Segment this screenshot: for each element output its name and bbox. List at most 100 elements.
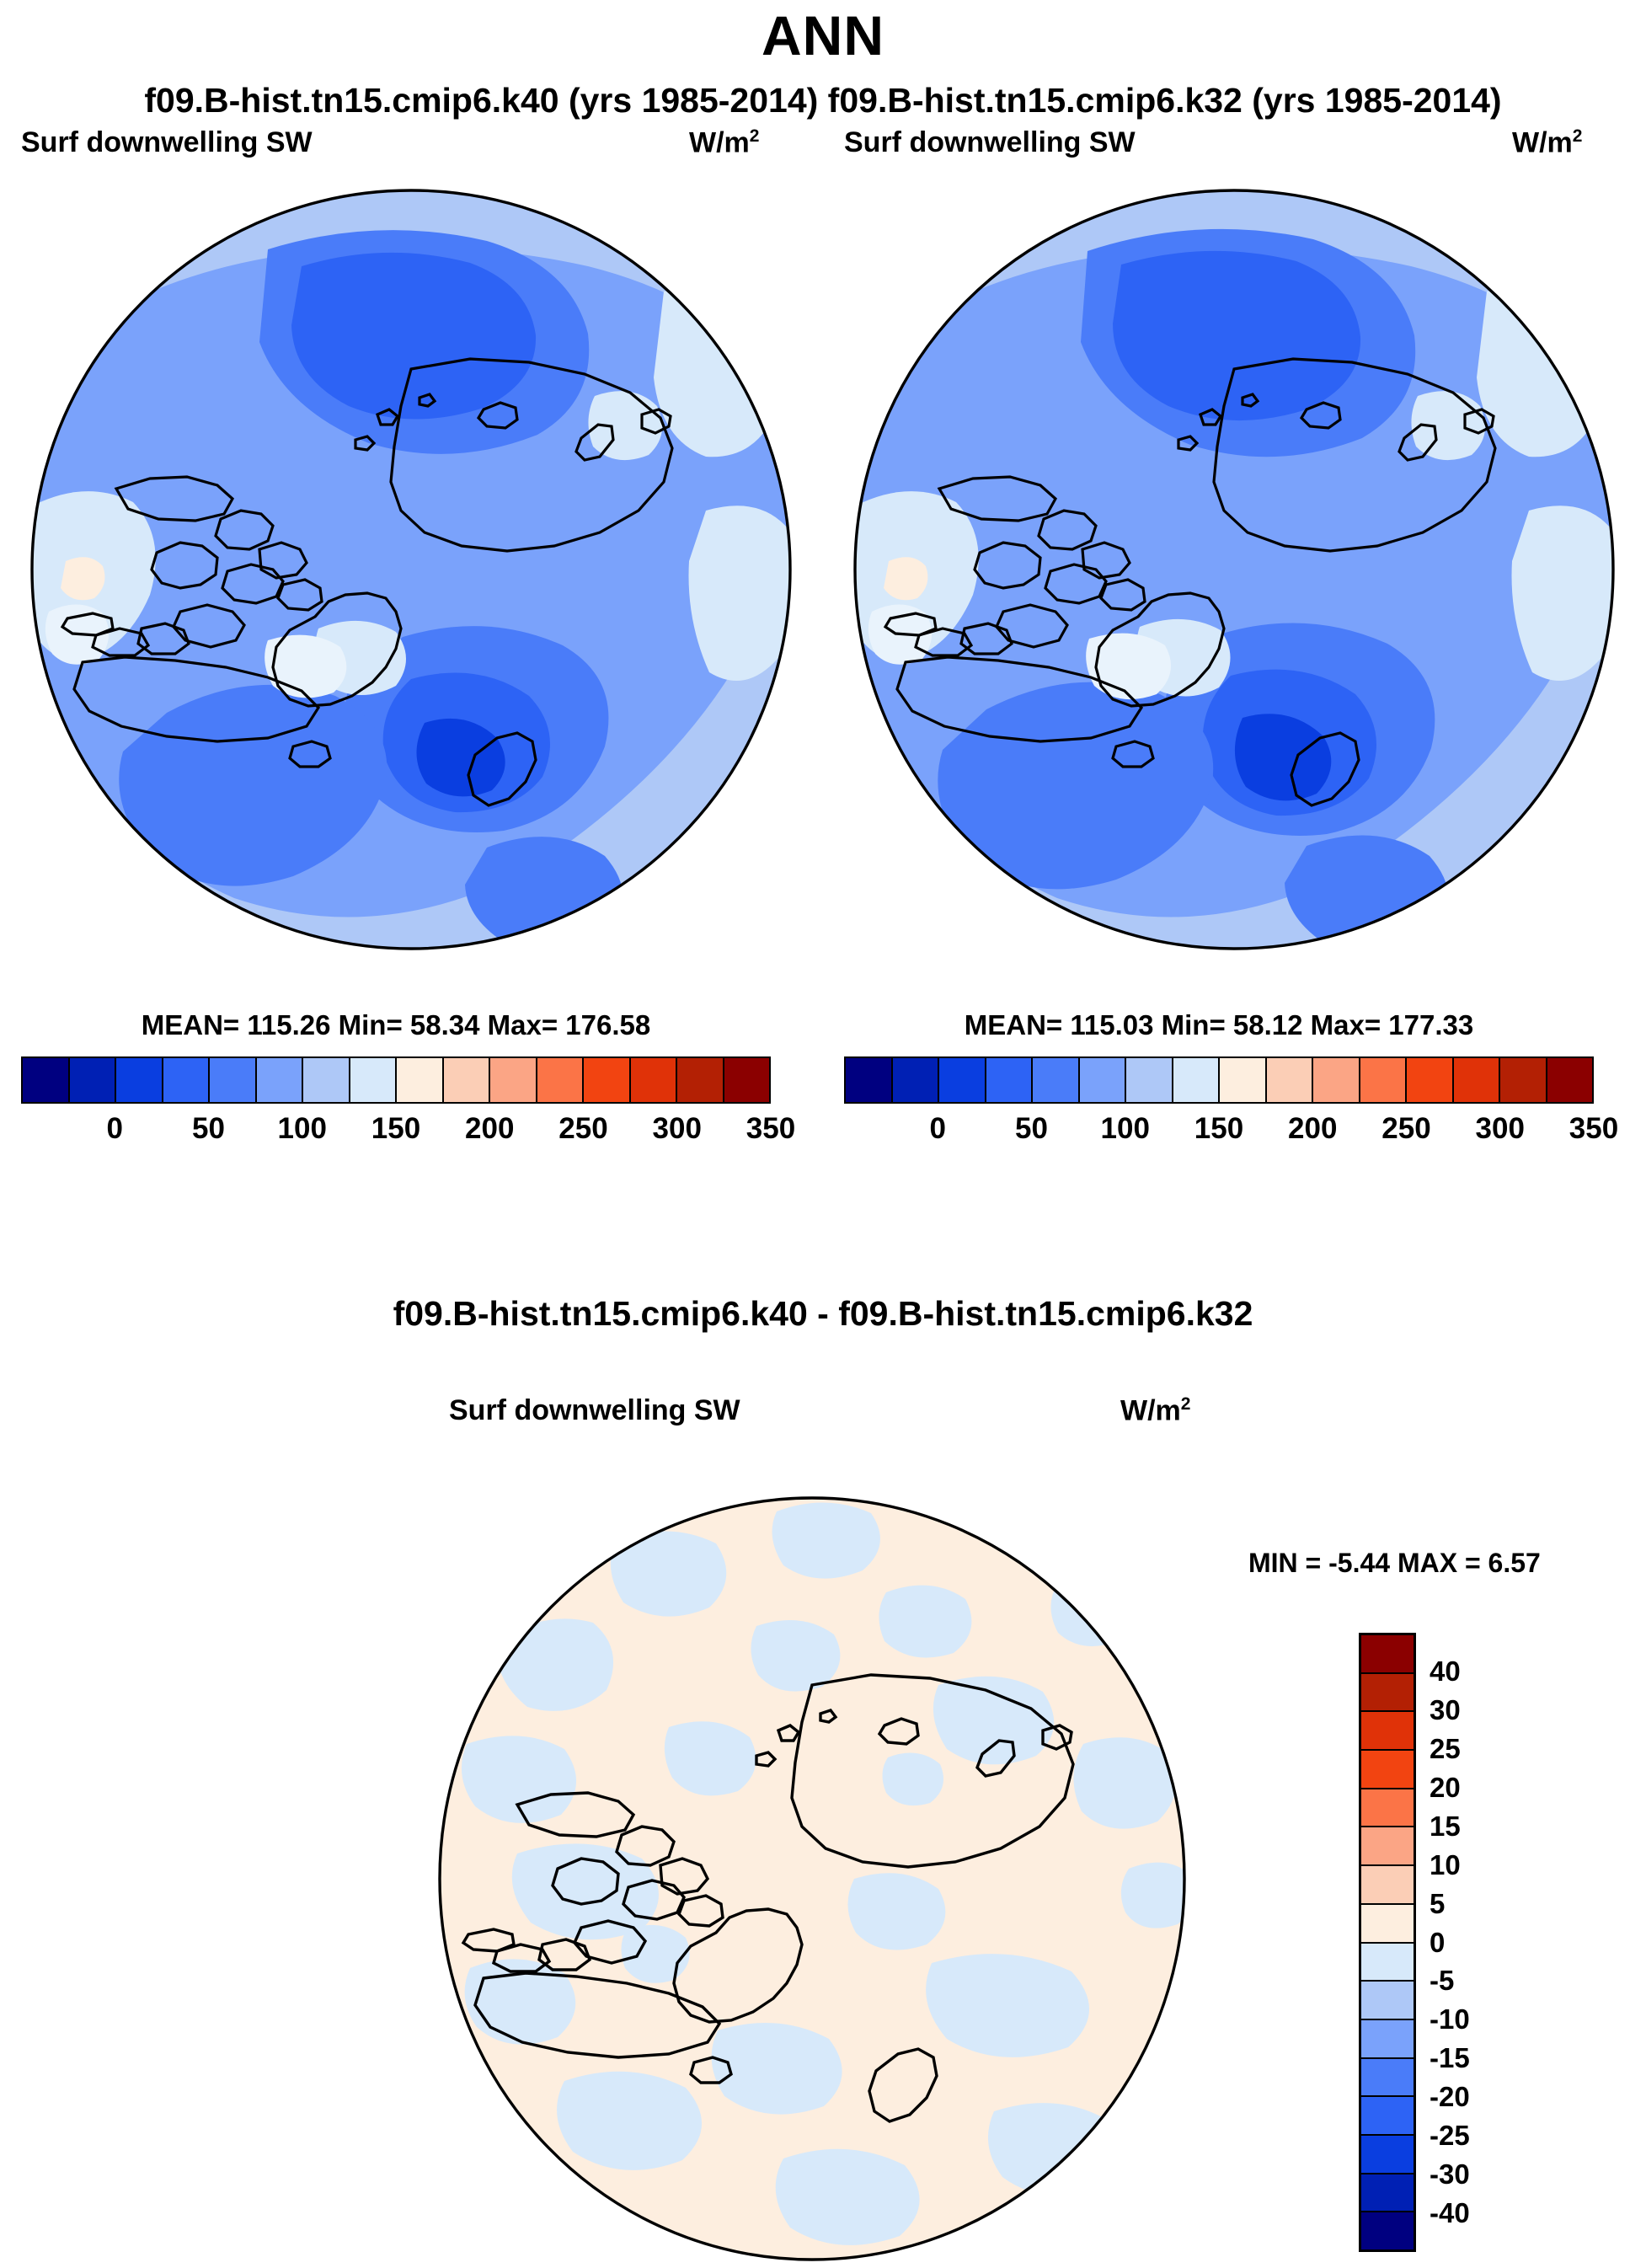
diff-colorbar-tick--15: -15 bbox=[1430, 2042, 1470, 2074]
colorbar-cell-0 bbox=[846, 1058, 893, 1102]
diff-colorbar-cell-10 bbox=[1361, 2019, 1414, 2059]
colorbar-cell-7 bbox=[1173, 1058, 1220, 1102]
colorbar-cell-4 bbox=[210, 1058, 257, 1102]
diff-colorbar-cell-9 bbox=[1361, 1982, 1414, 2020]
diff-colorbar-tick-40: 40 bbox=[1430, 1655, 1461, 1687]
right-colorbar-cells[interactable] bbox=[844, 1056, 1594, 1104]
left-units-exponent: 2 bbox=[749, 126, 760, 146]
diff-colorbar-cell-6 bbox=[1361, 1866, 1414, 1905]
colorbar-cell-11 bbox=[1360, 1058, 1407, 1102]
diff-colorbar-cell-8 bbox=[1361, 1943, 1414, 1982]
colorbar-cell-14 bbox=[1500, 1058, 1547, 1102]
right-panel-variable-label: Surf downwelling SW bbox=[844, 126, 1136, 158]
panel-difference: Surf downwelling SW W/m2 MIN = -5.44 MAX… bbox=[0, 1394, 1646, 2268]
left-colorbar[interactable]: 0 50 100 150 200 250 300 350 bbox=[21, 1056, 796, 1151]
colorbar-cell-4 bbox=[1033, 1058, 1080, 1102]
right-colorbar-labels: 0 50 100 150 200 250 300 350 bbox=[844, 1112, 1619, 1151]
diff-colorbar-tick-15: 15 bbox=[1430, 1810, 1461, 1842]
diff-units-exponent: 2 bbox=[1180, 1394, 1191, 1414]
difference-colorbar-labels: 40 30 25 20 15 10 5 0 -5 -10 -15 -20 -25 -30 -40 bbox=[1430, 1633, 1581, 2252]
colorbar-cell-3 bbox=[163, 1058, 210, 1102]
colorbar-cell-0 bbox=[23, 1058, 70, 1102]
page-title: ANN bbox=[762, 4, 884, 67]
colorbar-cell-9 bbox=[443, 1058, 490, 1102]
colorbar-tick-350: 350 bbox=[746, 1112, 796, 1145]
colorbar-cell-14 bbox=[677, 1058, 724, 1102]
colorbar-tick-250: 250 bbox=[1381, 1112, 1431, 1145]
colorbar-tick-100: 100 bbox=[1100, 1112, 1150, 1145]
colorbar-cell-9 bbox=[1266, 1058, 1313, 1102]
colorbar-tick-0: 0 bbox=[106, 1112, 123, 1145]
colorbar-tick-50: 50 bbox=[192, 1112, 225, 1145]
panel-right: Surf downwelling SW W/m2 bbox=[823, 126, 1646, 1247]
diff-colorbar-tick-20: 20 bbox=[1430, 1771, 1461, 1803]
left-map-boundary-circle bbox=[30, 189, 792, 950]
diff-colorbar-tick-30: 30 bbox=[1430, 1693, 1461, 1725]
diff-colorbar-tick-0: 0 bbox=[1430, 1926, 1446, 1958]
colorbar-cell-2 bbox=[939, 1058, 986, 1102]
colorbar-cell-10 bbox=[490, 1058, 537, 1102]
right-panel-units-label: W/m2 bbox=[1512, 126, 1582, 159]
colorbar-cell-2 bbox=[116, 1058, 163, 1102]
diff-colorbar-tick--10: -10 bbox=[1430, 2003, 1470, 2035]
left-map[interactable] bbox=[15, 157, 807, 982]
diff-colorbar-cell-14 bbox=[1361, 2174, 1414, 2213]
right-panel-stats: MEAN= 115.03 Min= 58.12 Max= 177.33 bbox=[964, 1009, 1474, 1040]
colorbar-cell-13 bbox=[630, 1058, 677, 1102]
diff-colorbar-cell-13 bbox=[1361, 2135, 1414, 2174]
diff-colorbar-cell-2 bbox=[1361, 1712, 1414, 1752]
colorbar-tick-0: 0 bbox=[929, 1112, 946, 1145]
colorbar-tick-200: 200 bbox=[1288, 1112, 1338, 1145]
colorbar-cell-1 bbox=[69, 1058, 116, 1102]
diff-colorbar-tick--5: -5 bbox=[1430, 1965, 1455, 1997]
colorbar-cell-6 bbox=[303, 1058, 350, 1102]
diff-colorbar-cell-3 bbox=[1361, 1751, 1414, 1789]
diff-panel-units-label: W/m2 bbox=[1120, 1394, 1190, 1427]
diff-colorbar-tick--40: -40 bbox=[1430, 2197, 1470, 2229]
colorbar-cell-5 bbox=[1079, 1058, 1126, 1102]
run-header: f09.B-hist.tn15.cmip6.k40 (yrs 1985-2014… bbox=[144, 81, 1502, 120]
colorbar-cell-5 bbox=[256, 1058, 303, 1102]
right-colorbar[interactable]: 0 50 100 150 200 250 300 350 bbox=[844, 1056, 1619, 1151]
difference-colorbar-cells[interactable] bbox=[1359, 1633, 1416, 2252]
diff-colorbar-cell-7 bbox=[1361, 1904, 1414, 1944]
difference-map-boundary-circle bbox=[438, 1496, 1186, 2261]
diff-panel-variable-label: Surf downwelling SW bbox=[449, 1394, 740, 1426]
colorbar-cell-15 bbox=[724, 1058, 769, 1102]
left-panel-variable-label: Surf downwelling SW bbox=[21, 126, 313, 158]
colorbar-cell-11 bbox=[537, 1058, 584, 1102]
colorbar-tick-150: 150 bbox=[371, 1112, 421, 1145]
colorbar-cell-10 bbox=[1313, 1058, 1360, 1102]
colorbar-tick-350: 350 bbox=[1569, 1112, 1619, 1145]
diff-colorbar-cell-0 bbox=[1361, 1635, 1414, 1674]
right-units-exponent: 2 bbox=[1572, 126, 1583, 146]
colorbar-tick-100: 100 bbox=[277, 1112, 327, 1145]
difference-map[interactable] bbox=[416, 1491, 1208, 2266]
colorbar-cell-13 bbox=[1453, 1058, 1500, 1102]
colorbar-cell-6 bbox=[1126, 1058, 1173, 1102]
left-units-text: W/m bbox=[689, 126, 750, 159]
colorbar-cell-12 bbox=[584, 1058, 631, 1102]
panel-left: Surf downwelling SW W/m2 bbox=[0, 126, 823, 1247]
right-map[interactable] bbox=[838, 157, 1630, 982]
diff-colorbar-cell-12 bbox=[1361, 2097, 1414, 2136]
diff-colorbar-tick--30: -30 bbox=[1430, 2158, 1470, 2190]
diff-colorbar-cell-1 bbox=[1361, 1673, 1414, 1713]
diff-colorbar-tick-10: 10 bbox=[1430, 1848, 1461, 1880]
left-panel-units-label: W/m2 bbox=[689, 126, 759, 159]
diff-colorbar-cell-4 bbox=[1361, 1789, 1414, 1828]
colorbar-cell-1 bbox=[892, 1058, 939, 1102]
diff-colorbar-tick--25: -25 bbox=[1430, 2120, 1470, 2152]
colorbar-tick-300: 300 bbox=[1475, 1112, 1525, 1145]
diff-colorbar-tick-5: 5 bbox=[1430, 1887, 1446, 1919]
colorbar-cell-15 bbox=[1547, 1058, 1592, 1102]
colorbar-cell-12 bbox=[1407, 1058, 1454, 1102]
diff-colorbar-cell-11 bbox=[1361, 2058, 1414, 2098]
left-colorbar-labels: 0 50 100 150 200 250 300 350 bbox=[21, 1112, 796, 1151]
right-units-text: W/m bbox=[1512, 126, 1573, 159]
colorbar-tick-250: 250 bbox=[558, 1112, 608, 1145]
diff-colorbar-tick--20: -20 bbox=[1430, 2081, 1470, 2113]
left-panel-stats: MEAN= 115.26 Min= 58.34 Max= 176.58 bbox=[141, 1009, 651, 1040]
left-colorbar-cells[interactable] bbox=[21, 1056, 771, 1104]
colorbar-tick-150: 150 bbox=[1194, 1112, 1244, 1145]
